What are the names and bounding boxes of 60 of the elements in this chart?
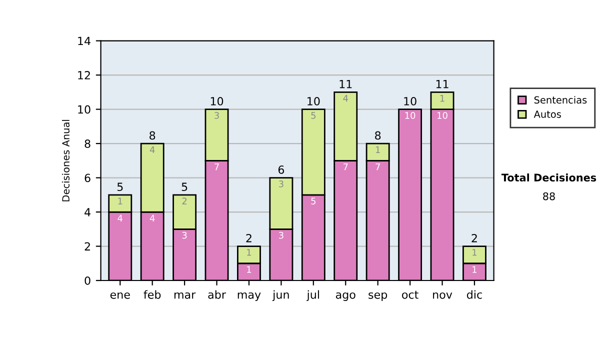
x-tick-label: jun	[272, 290, 289, 301]
legend-label: Sentencias	[534, 96, 587, 104]
data-label: 7	[214, 163, 219, 170]
y-tick-label: 4	[84, 208, 90, 216]
data-label: 1	[472, 249, 477, 256]
total-label: 10	[210, 97, 224, 106]
x-tick-label: abr	[208, 290, 226, 299]
x-tick-label: ago	[336, 292, 356, 301]
data-label: 3	[279, 180, 284, 188]
total-label: 2	[246, 234, 252, 242]
data-label: 10	[405, 112, 416, 119]
total-label: 5	[182, 182, 188, 192]
x-tick-label: mar	[174, 292, 196, 299]
total-label: 2	[472, 234, 477, 242]
legend-label: Autos	[534, 110, 561, 118]
data-label: 7	[376, 163, 380, 170]
total-label: 5	[117, 182, 123, 192]
y-tick-label: 12	[78, 71, 90, 80]
total-label: 11	[436, 80, 448, 88]
data-label: 4	[150, 214, 155, 222]
y-tick-label: 6	[84, 174, 90, 182]
data-label: 1	[440, 95, 444, 102]
data-label: 3	[279, 232, 284, 239]
total-label: 10	[404, 97, 416, 106]
x-tick-label: sep	[368, 292, 388, 301]
data-label: 1	[247, 249, 252, 256]
data-label: 1	[472, 266, 477, 273]
total-label: 8	[375, 131, 381, 140]
data-label: 1	[118, 198, 122, 204]
total-label: 6	[278, 166, 284, 174]
data-label: 4	[118, 214, 122, 222]
x-tick-label: ene	[110, 292, 130, 299]
data-label: 3	[182, 232, 187, 239]
data-label: 3	[214, 112, 219, 119]
y-tick-label: 8	[84, 140, 90, 148]
x-tick-label: feb	[144, 290, 161, 299]
text: Total Decisiones	[501, 173, 596, 182]
data-label: 4	[150, 146, 155, 153]
data-label: 5	[311, 198, 316, 204]
x-tick-label: oct	[402, 290, 418, 299]
data-label: 2	[182, 198, 187, 204]
data-label: 5	[311, 112, 316, 119]
y-tick-label: 0	[84, 276, 90, 285]
x-tick-label: jul	[306, 290, 319, 301]
total-label: 11	[340, 80, 352, 88]
x-tick-label: dic	[466, 290, 482, 299]
data-label: 1	[247, 266, 252, 273]
data-label: 1	[376, 146, 380, 153]
data-label: 4	[343, 95, 348, 102]
data-label: 10	[438, 112, 448, 119]
y-tick-label: 10	[78, 105, 90, 114]
total-label: 10	[308, 97, 320, 106]
x-tick-label: nov	[433, 292, 452, 299]
y-tick-label: 2	[84, 242, 90, 250]
total-label: 8	[150, 131, 156, 140]
data-label: 7	[343, 163, 348, 170]
y-axis-title: Decisiones Anual	[62, 120, 70, 202]
text: 88	[543, 192, 555, 200]
y-tick-label: 14	[78, 36, 90, 46]
x-tick-label: may	[238, 292, 261, 301]
